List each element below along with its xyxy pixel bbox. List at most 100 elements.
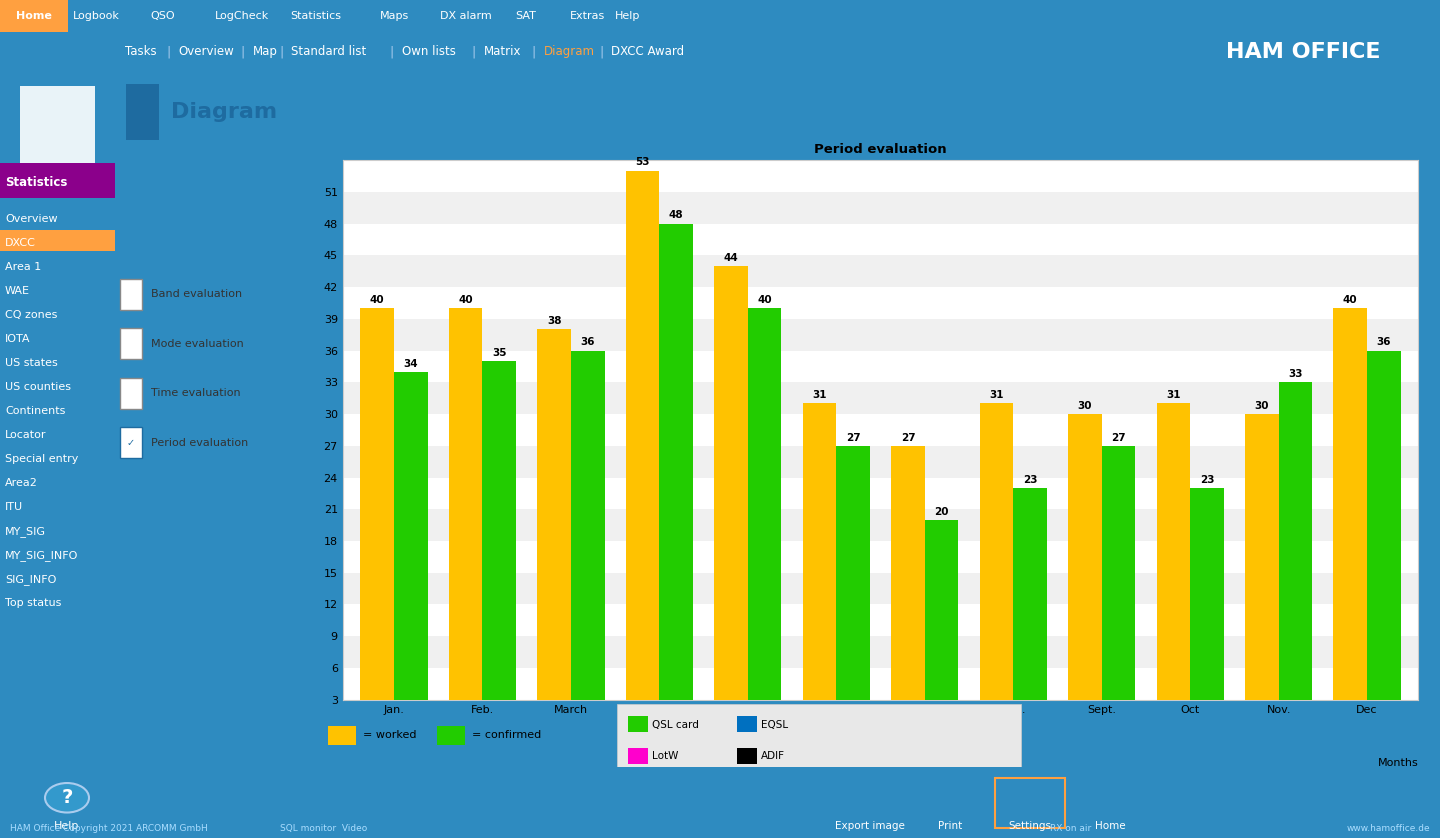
Text: WAE: WAE (4, 286, 30, 296)
Text: Area2: Area2 (4, 478, 37, 488)
Text: US states: US states (4, 358, 58, 368)
Text: |: | (599, 45, 603, 59)
Bar (1102, 446, 1135, 732)
Text: RX on air: RX on air (1050, 825, 1092, 833)
Bar (343, 668, 1418, 700)
Bar (360, 308, 395, 732)
Text: Locator: Locator (4, 430, 46, 440)
Bar (570, 350, 605, 732)
Bar (20, 86, 95, 163)
Text: LotW: LotW (652, 751, 678, 761)
Text: SIG_INFO: SIG_INFO (4, 574, 56, 585)
Bar (979, 403, 1014, 732)
Text: 44: 44 (724, 253, 739, 262)
Text: 27: 27 (845, 432, 861, 442)
Text: IOTA: IOTA (4, 334, 30, 344)
Text: CQ zones: CQ zones (4, 310, 58, 320)
Bar (343, 572, 1418, 604)
Text: |: | (390, 45, 395, 59)
Text: 40: 40 (757, 295, 772, 305)
Text: 40: 40 (1344, 295, 1358, 305)
Bar (395, 372, 428, 732)
Bar (343, 604, 1418, 636)
Text: |: | (472, 45, 475, 59)
Text: Statistics: Statistics (289, 11, 341, 21)
Text: Help: Help (615, 11, 641, 21)
Text: Logbook: Logbook (73, 11, 120, 21)
Bar (0, 163, 115, 198)
Text: Overview: Overview (4, 214, 58, 224)
Bar (0, 230, 115, 251)
Text: HAM OFFICE: HAM OFFICE (1225, 42, 1380, 62)
Text: 30: 30 (1254, 401, 1269, 411)
Text: HAM Office Copyright 2021 ARCOMM GmbH: HAM Office Copyright 2021 ARCOMM GmbH (10, 825, 207, 833)
Text: = confirmed: = confirmed (472, 731, 541, 740)
Title: Period evaluation: Period evaluation (814, 143, 948, 156)
Bar (1333, 308, 1367, 732)
Text: 20: 20 (935, 507, 949, 517)
Bar (343, 510, 1418, 541)
Text: Standard list: Standard list (291, 45, 366, 59)
Bar (343, 350, 1418, 382)
Text: Period evaluation: Period evaluation (151, 437, 248, 447)
Text: 36: 36 (1377, 338, 1391, 348)
Text: ✓: ✓ (127, 437, 135, 447)
Text: Tasks: Tasks (125, 45, 157, 59)
Text: QSL card: QSL card (652, 720, 698, 730)
Text: = worked: = worked (363, 731, 416, 740)
Text: Area 1: Area 1 (4, 262, 42, 272)
Bar (343, 414, 1418, 446)
Bar (449, 308, 482, 732)
Bar (626, 171, 660, 732)
Bar (714, 266, 747, 732)
Bar (120, 427, 143, 458)
Bar (343, 160, 1418, 192)
Bar (737, 747, 757, 763)
Bar (537, 329, 570, 732)
Bar (125, 84, 158, 140)
Text: MY_SIG_INFO: MY_SIG_INFO (4, 550, 78, 561)
Text: SAT: SAT (516, 11, 536, 21)
Bar (343, 446, 1418, 478)
Text: |: | (279, 45, 284, 59)
Text: Months: Months (1378, 758, 1418, 768)
Bar (1246, 414, 1279, 732)
Text: 34: 34 (403, 359, 418, 369)
Text: 23: 23 (1200, 475, 1214, 485)
Bar (891, 446, 924, 732)
Text: 33: 33 (1289, 369, 1303, 379)
Bar (120, 328, 143, 360)
Text: Time evaluation: Time evaluation (151, 388, 240, 398)
Text: Map: Map (252, 45, 278, 59)
Bar (343, 192, 1418, 224)
Text: EQSL: EQSL (762, 720, 788, 730)
Bar (747, 308, 782, 732)
Text: 31: 31 (989, 391, 1004, 401)
Bar (343, 318, 1418, 350)
Bar (1367, 350, 1401, 732)
Text: Extras: Extras (570, 11, 605, 21)
Text: 40: 40 (458, 295, 472, 305)
Bar (343, 541, 1418, 572)
Circle shape (45, 783, 89, 813)
Bar (1156, 403, 1191, 732)
Text: |: | (531, 45, 536, 59)
Text: US counties: US counties (4, 382, 71, 392)
Bar (1191, 488, 1224, 732)
Text: Home: Home (1094, 821, 1125, 831)
Text: ?: ? (62, 789, 72, 807)
Bar (802, 403, 837, 732)
Text: Help: Help (55, 821, 79, 831)
Bar (628, 716, 648, 732)
Bar (343, 256, 1418, 287)
Text: LogCheck: LogCheck (215, 11, 269, 21)
Text: Maps: Maps (380, 11, 409, 21)
Bar (628, 747, 648, 763)
Text: MY_SIG: MY_SIG (4, 525, 46, 536)
Text: ITU: ITU (4, 502, 23, 512)
Bar (0, 0, 68, 32)
Bar (343, 636, 1418, 668)
Bar (995, 778, 1066, 828)
Bar (1014, 488, 1047, 732)
Text: |: | (166, 45, 170, 59)
